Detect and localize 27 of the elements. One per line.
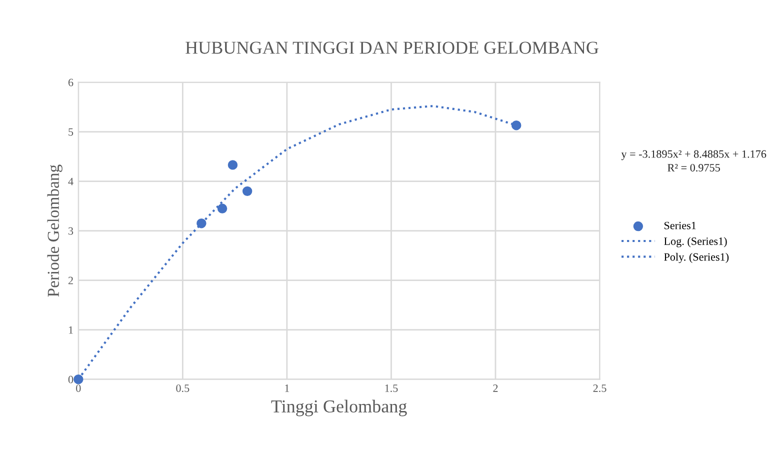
point — [74, 374, 84, 384]
text: y = -3.1895x² + 8.4885x + 1.176 — [621, 150, 766, 160]
x-tick-label: 2 — [493, 384, 498, 392]
y-tick-label: 0 — [68, 376, 74, 384]
x-tick-label: 2.5 — [593, 384, 606, 392]
chart-title: HUBUNGAN TINGGI DAN PERIODE GELOMBANG — [186, 42, 598, 54]
y-tick-label: 2 — [68, 276, 73, 284]
x-tick-label: 1.5 — [385, 384, 398, 392]
y-tick-label: 4 — [68, 178, 74, 186]
y-tick-label: 3 — [68, 227, 74, 235]
legend-label: Poly. (Series1) — [664, 252, 729, 264]
y-tick-label: 5 — [68, 128, 74, 136]
y-tick-label: 6 — [68, 78, 74, 86]
x-tick-label: 0 — [76, 384, 81, 392]
point — [196, 218, 206, 228]
y-tick-label: 1 — [68, 326, 73, 334]
x-axis-title: Tinggi Gelombang — [271, 400, 407, 416]
point — [217, 204, 228, 214]
point — [228, 160, 238, 170]
x-tick-label: 1 — [285, 384, 290, 392]
y-axis-title: Periode Gelombang — [47, 164, 62, 297]
point — [511, 120, 522, 130]
point — [242, 186, 252, 196]
legend-label: Log. (Series1) — [664, 237, 727, 248]
legend-label: Series1 — [664, 222, 696, 230]
text: R² = 0.9755 — [668, 164, 720, 172]
x-tick-label: 0.5 — [176, 384, 190, 392]
